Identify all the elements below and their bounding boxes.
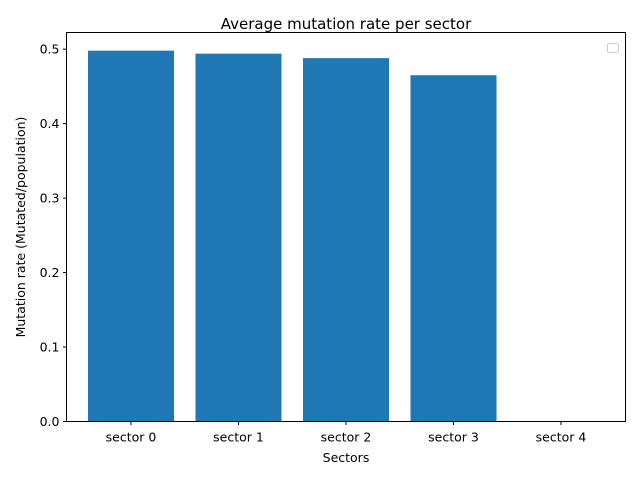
plot-frame [66,32,626,422]
bar-sector-3 [410,75,497,422]
x-tick-label: sector 4 [536,430,587,445]
x-tick-label: sector 2 [321,430,372,445]
y-axis-label: Mutation rate (Mutated/population) [13,117,28,338]
y-tick-label: 0.1 [40,340,60,355]
x-tick-label: sector 3 [428,430,479,445]
y-tick-label: 0.2 [40,265,60,280]
x-tick-label: sector 1 [213,430,264,445]
bar-sector-2 [303,58,389,422]
y-tick-label: 0.5 [40,42,60,57]
y-axis-ticks: 0.0 0.1 0.2 0.3 0.4 0.5 [40,42,67,429]
y-tick-label: 0.3 [40,191,60,206]
y-tick-label: 0.0 [40,414,60,429]
bars-layer [88,50,497,422]
chart-title: Average mutation rate per sector [221,15,472,33]
y-tick-label: 0.4 [40,116,60,131]
bar-sector-1 [195,53,282,422]
x-axis-ticks: sector 0 sector 1 sector 2 sector 3 sector 4 [106,421,587,445]
x-axis-label: Sectors [323,450,370,465]
x-tick-label: sector 0 [106,430,157,445]
legend-box [607,43,619,53]
bar-sector-0 [88,50,174,422]
